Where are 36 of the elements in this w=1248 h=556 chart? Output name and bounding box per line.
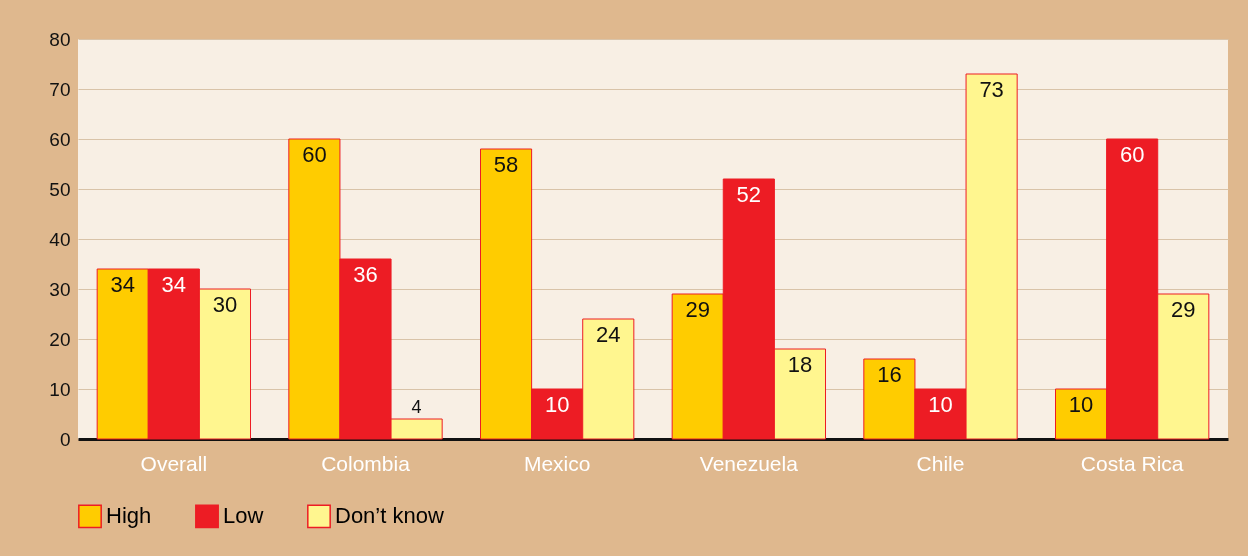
y-tick-label: 20 [49, 328, 71, 350]
data-label: 10 [928, 392, 953, 417]
data-label: 16 [877, 362, 902, 387]
legend-label: Don’t know [335, 503, 444, 529]
data-label: 34 [110, 272, 135, 297]
y-tick-label: 0 [59, 428, 71, 450]
data-label: 10 [1068, 392, 1094, 417]
data-label: 10 [544, 392, 570, 417]
data-label: 24 [596, 322, 621, 347]
y-tick-label: 70 [49, 78, 71, 100]
y-tick-label: 50 [49, 178, 71, 200]
data-label: 58 [493, 152, 519, 177]
data-label: 60 [1119, 142, 1145, 167]
y-tick-label: 10 [49, 378, 71, 400]
data-label: 73 [979, 77, 1004, 102]
x-tick-label: Venezuela [699, 451, 799, 475]
data-label: 18 [787, 352, 813, 377]
x-tick-label: Costa Rica [1080, 451, 1184, 475]
x-tick-label: Chile [916, 451, 965, 475]
legend-label: High [106, 503, 152, 529]
y-tick-label: 80 [49, 28, 71, 50]
y-tick-label: 60 [49, 128, 71, 150]
legend-label: Low [223, 503, 264, 529]
data-label: 36 [353, 262, 378, 287]
x-tick-label: Colombia [321, 451, 411, 475]
data-label: 52 [736, 182, 762, 207]
data-label: 29 [1171, 297, 1196, 322]
data-label: 34 [161, 272, 187, 297]
y-tick-label: 40 [49, 228, 71, 250]
x-tick-label: Overall [140, 451, 208, 475]
x-tick-label: Mexico [523, 451, 591, 475]
data-label: 4 [411, 397, 422, 417]
data-label: 60 [302, 142, 327, 167]
data-label: 30 [212, 292, 238, 317]
data-label: 29 [685, 297, 710, 322]
y-tick-label: 30 [49, 278, 71, 300]
